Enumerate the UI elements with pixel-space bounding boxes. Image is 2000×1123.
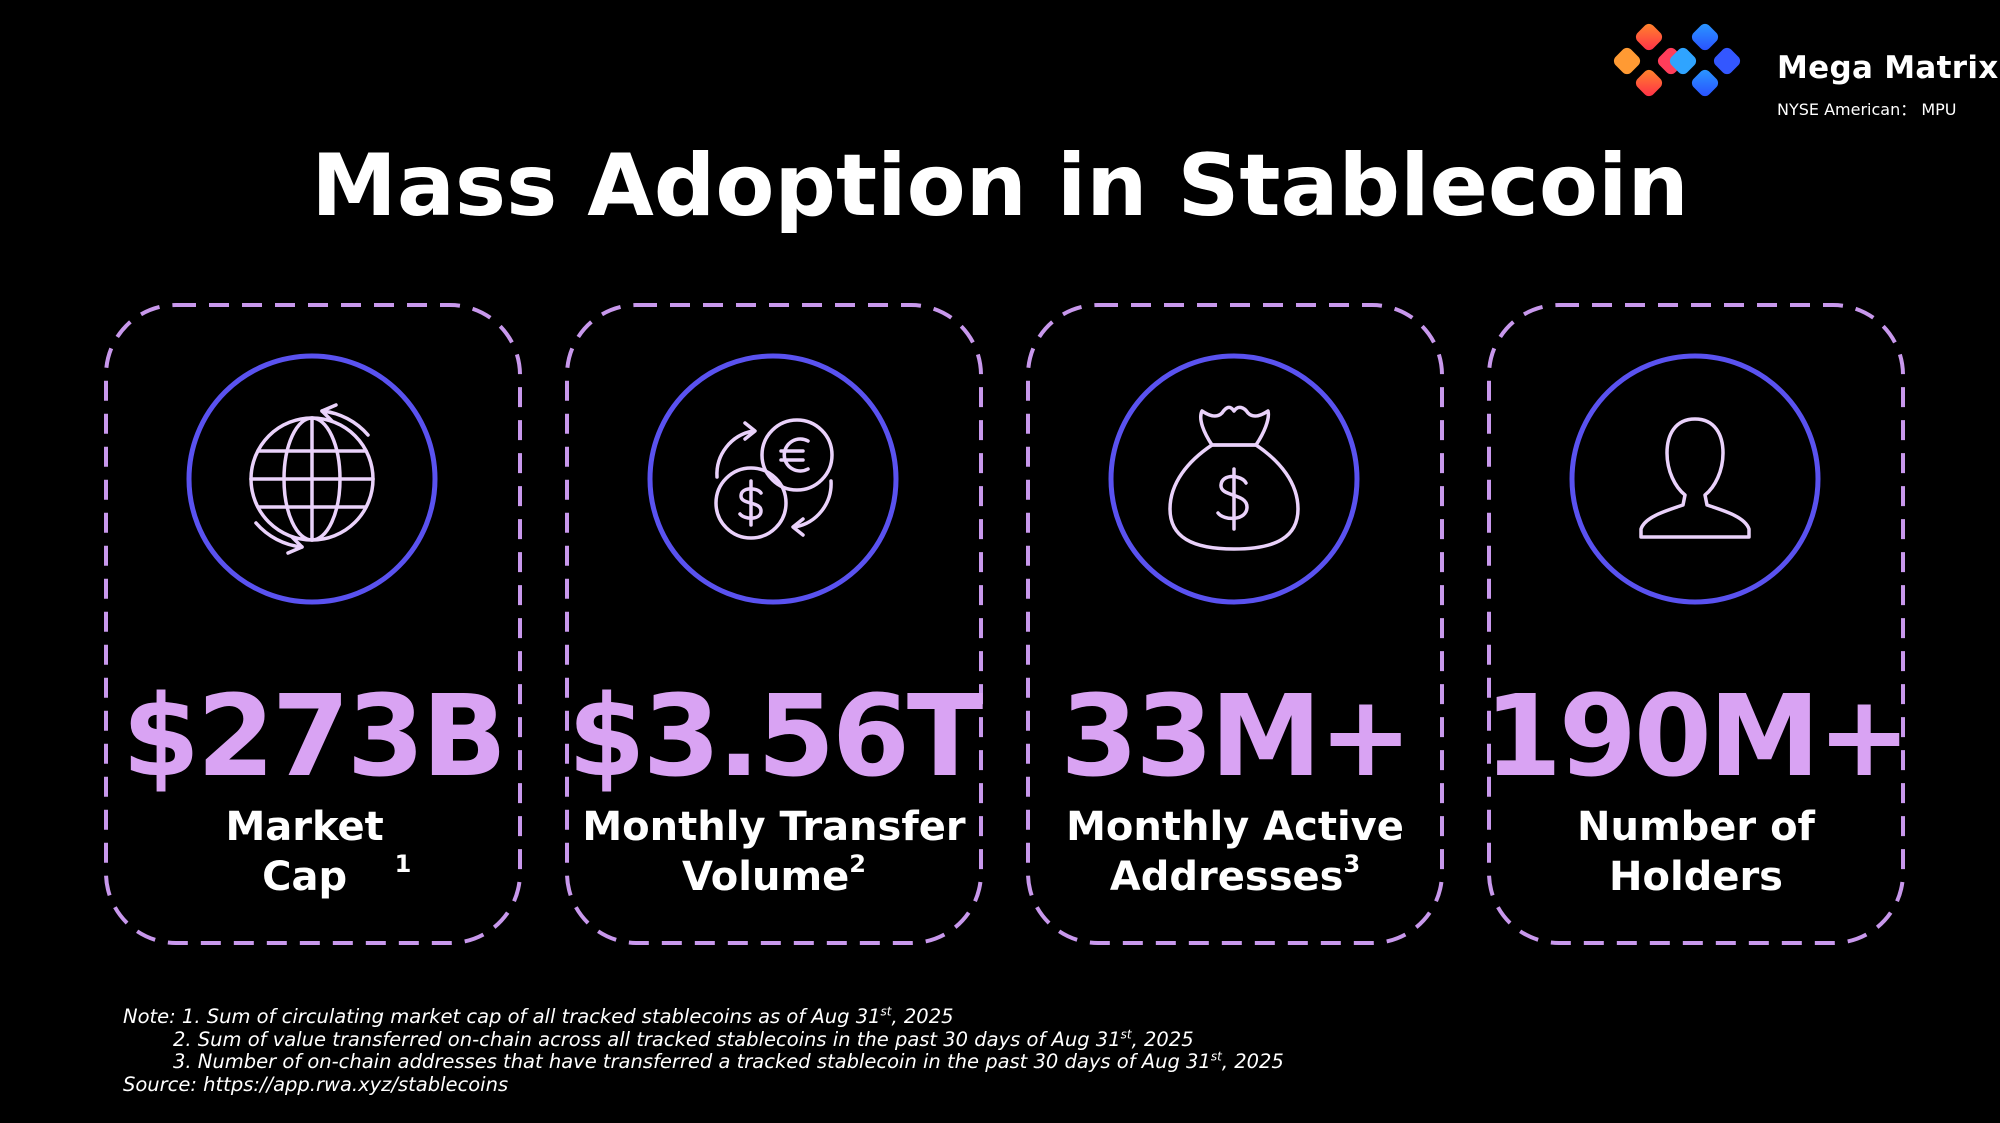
globe-icon [186,353,438,605]
brand-name: Mega Matrix [1777,50,1999,86]
note-3-sup: st [1210,1049,1222,1064]
stat-label-line-2: Addresses3 [1015,852,1455,902]
page-title: Mass Adoption in Stablecoin [311,136,1689,236]
note-2-suffix: , 2025 [1131,1027,1194,1051]
dashed-card-border [565,303,983,945]
footnotes: Note: 1. Sum of circulating market cap o… [123,1004,1284,1096]
stat-value: 33M+ [1060,672,1412,802]
stat-label-line-1: Monthly Active [1066,804,1404,850]
stat-value: $273B [121,672,507,802]
stat-label-text: Market Cap [225,804,384,900]
dashed-card-border [1487,303,1905,945]
stat-label-line-1: Monthly Transfer [582,804,966,850]
note-1-sup: st [880,1004,892,1019]
note-3: 3. Number of on-chain addresses that hav… [123,1049,1284,1074]
stat-value: 190M+ [1483,672,1911,802]
note-1-suffix: , 2025 [891,1005,954,1028]
stat-label: Market Cap 1 [93,802,533,902]
dashed-card-border [104,303,522,945]
money-bag-icon [1108,353,1360,605]
stat-label-line-2: Holders [1609,854,1783,900]
source-line: Source: https://app.rwa.xyz/stablecoins [123,1072,509,1096]
note-1: Note: 1. Sum of circulating market cap o… [123,1004,1284,1029]
brand-ticker: NYSE American： MPU [1777,100,1957,119]
stat-label: Monthly Active Addresses3 [1015,802,1455,902]
note-1-text: Note: 1. Sum of circulating market cap o… [123,1005,881,1028]
note-2-text: 2. Sum of value transferred on-chain acr… [173,1027,1121,1051]
note-2: 2. Sum of value transferred on-chain acr… [123,1027,1284,1052]
stat-label-text: Addresses [1109,854,1344,900]
stat-label: Monthly Transfer Volume2 [554,802,994,902]
stat-card-monthly-transfer-volume: $3.56T Monthly Transfer Volume2 [564,302,984,946]
stat-card-monthly-active-addresses: 33M+ Monthly Active Addresses3 [1025,302,1445,946]
stat-label-line-1: Number of [1577,804,1815,850]
footnote-marker: 3 [1343,849,1361,878]
currency-exchange-icon [647,353,899,605]
note-2-sup: st [1120,1027,1132,1041]
mega-matrix-logo-icon [1613,23,1741,97]
footnote-marker: 1 [394,849,412,878]
stat-label: Number of Holders [1476,802,1916,902]
user-icon [1569,353,1821,605]
footnote-marker: 2 [849,849,866,878]
stat-card-market-cap: $273B Market Cap 1 [103,302,523,946]
stat-value: $3.56T [567,672,984,802]
stat-label-text: Volume [682,854,850,900]
brand-logo: Mega Matrix NYSE American： MPU [1610,22,1998,119]
note-3-text: 3. Number of on-chain addresses that hav… [173,1050,1211,1073]
dashed-card-border [1026,303,1444,945]
stat-label-line-2: Volume2 [554,852,994,902]
stat-card-number-of-holders: 190M+ Number of Holders [1484,302,1911,946]
note-3-suffix: , 2025 [1221,1050,1284,1073]
